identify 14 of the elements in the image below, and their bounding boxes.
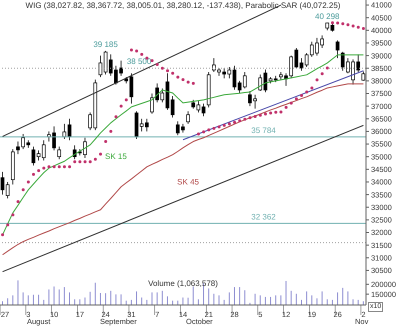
ref-line-label: 38 500 <box>126 57 152 66</box>
line-series <box>2 54 364 236</box>
chart-title: WIG (38,027.82, 38,367.72, 38,005.01, 38,280.12, -137.438), Parabolic SAR (40,072.25) <box>24 1 342 10</box>
text: SK 45 <box>177 178 200 187</box>
ref-line-label: 32 362 <box>251 212 276 222</box>
ref-line-label: 35 784 <box>251 126 276 135</box>
line-series <box>2 83 364 256</box>
annotation: 40 298 <box>315 12 340 21</box>
chart-title: Volume (1,063,578) <box>147 279 219 288</box>
candlestick <box>57 146 62 160</box>
series-label: SK 15 <box>105 152 128 161</box>
candlestick <box>186 110 190 124</box>
annotation: 39 185 <box>93 40 118 49</box>
candlestick <box>336 40 340 59</box>
